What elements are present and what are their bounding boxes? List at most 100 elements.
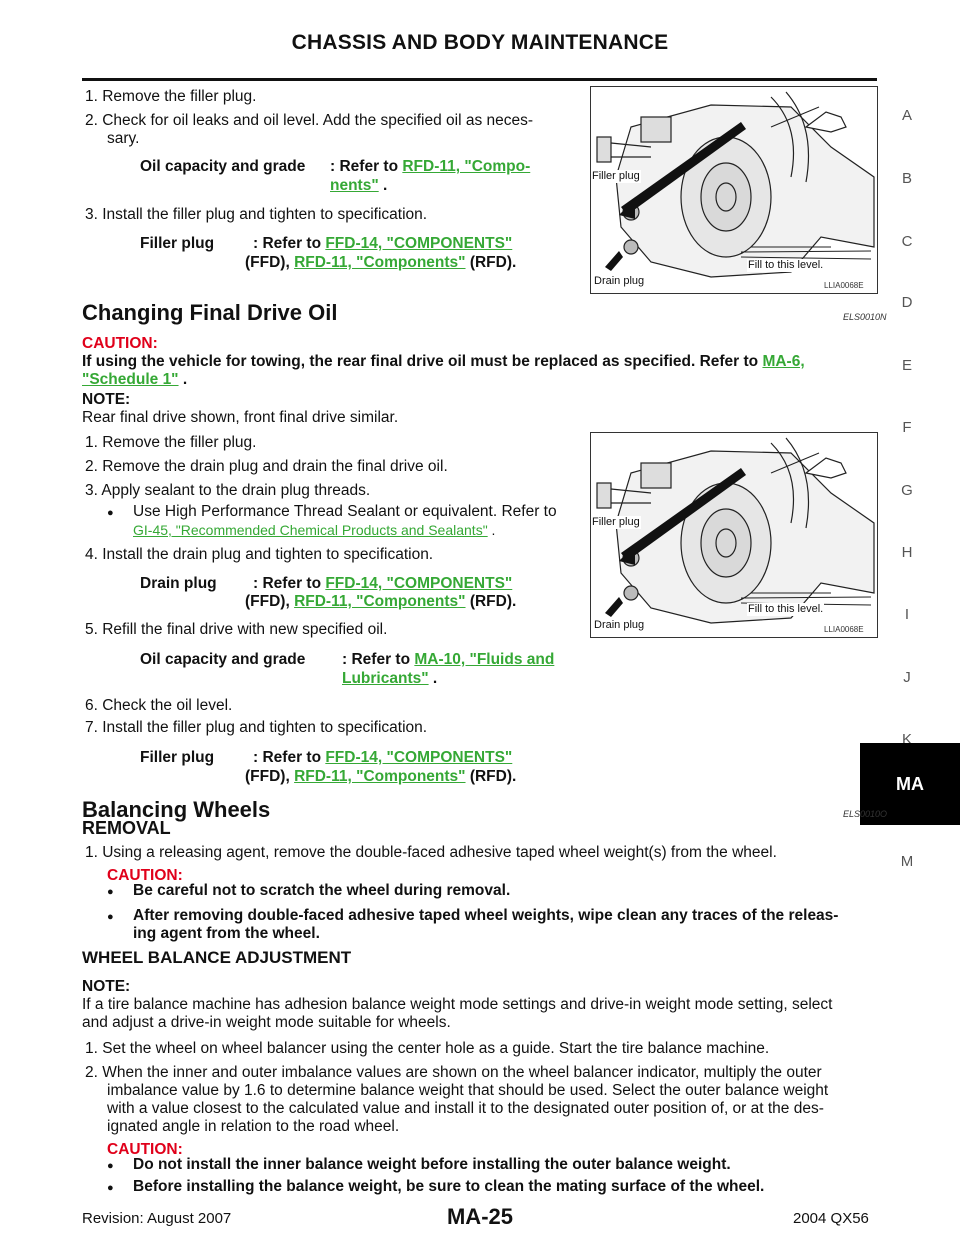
s3-caution2a: After removing double-faced adhesive tap… [133, 907, 839, 924]
s2-caution-text: If using the vehicle for towing, the rea… [82, 353, 805, 370]
s3-note-a: If a tire balance machine has adhesion b… [82, 996, 833, 1013]
s2-step2: 2. Remove the drain plug and drain the f… [85, 458, 448, 475]
s2-spec-filler-ref: : Refer to FFD-14, "COMPONENTS" [253, 749, 513, 766]
s2-step3: 3. Apply sealant to the drain plug threa… [85, 482, 371, 499]
s2-step6: 6. Check the oil level. [85, 697, 233, 714]
heading-balancing-wheels: Balancing Wheels [82, 797, 271, 822]
s3-caution3: Do not install the inner balance weight … [133, 1156, 731, 1173]
s2-spec-drain-ref-cont: (FFD), RFD-11, "Components" (RFD). [245, 593, 517, 610]
side-index-j[interactable]: J [903, 669, 911, 686]
s2-caution-text-cont: "Schedule 1" . [82, 371, 188, 388]
link-rfd-11-components[interactable]: RFD-11, "Compo- [402, 158, 531, 175]
side-index-e[interactable]: E [901, 357, 912, 374]
s1-step2a: 2. Check for oil leaks and oil level. Ad… [85, 112, 534, 129]
s3-caution2-label: CAUTION: [107, 1141, 183, 1158]
fig1-code: LLIA0068E [824, 281, 864, 290]
side-index-k[interactable]: K [901, 731, 912, 748]
fig2-label-drain-plug: Drain plug [593, 619, 646, 633]
fig2-label-filler-plug: Filler plug [591, 516, 641, 530]
link-lubricants[interactable]: Lubricants" [342, 670, 429, 687]
s3-adj2d: ignated angle in relation to the road wh… [107, 1118, 400, 1135]
bullet-dot: ● [107, 1182, 114, 1194]
heading-removal: REMOVAL [82, 818, 171, 838]
side-index-ma-active-tab[interactable]: MA [860, 743, 960, 825]
fig2-label-fill-level: Fill to this level. [747, 603, 825, 617]
side-index-f[interactable]: F [902, 419, 912, 436]
s1-step1: 1. Remove the filler plug. [85, 88, 257, 105]
s1-spec1-ref: : Refer to RFD-11, "Compo- [330, 158, 531, 175]
s2-step4: 4. Install the drain plug and tighten to… [85, 546, 434, 563]
s1-spec1-label: Oil capacity and grade [140, 158, 306, 175]
s2-bullet-text: Use High Performance Thread Sealant or e… [133, 503, 557, 520]
heading-changing-final-drive-oil: Changing Final Drive Oil [82, 300, 338, 325]
s2-step1: 1. Remove the filler plug. [85, 434, 257, 451]
s1-step2b: sary. [107, 130, 140, 147]
s2-spec-drain-label: Drain plug [140, 575, 217, 592]
s2-bullet-ref: GI-45, "Recommended Chemical Products an… [133, 522, 496, 538]
link-rfd-11-components-4[interactable]: RFD-11, "Components" [294, 768, 466, 785]
final-drive-illustration [596, 91, 875, 278]
fig2-code: LLIA0068E [824, 625, 864, 634]
s2-spec-drain-ref: : Refer to FFD-14, "COMPONENTS" [253, 575, 513, 592]
side-index-b[interactable]: B [901, 170, 912, 187]
side-index-c[interactable]: C [901, 233, 913, 250]
s2-caution-label: CAUTION: [82, 335, 158, 352]
side-index-h[interactable]: H [901, 544, 913, 561]
s1-spec1-ref-cont: nents" . [330, 177, 388, 194]
fig1-label-filler-plug: Filler plug [591, 170, 641, 184]
page-header-title: CHASSIS AND BODY MAINTENANCE [291, 31, 669, 54]
link-schedule-1[interactable]: "Schedule 1" [82, 371, 179, 388]
s3-caution1: Be careful not to scratch the wheel duri… [133, 882, 511, 899]
s3-note-b: and adjust a drive-in weight mode suitab… [82, 1014, 451, 1031]
s1-spec2-label: Filler plug [140, 235, 215, 252]
link-rfd-11-components-cont[interactable]: nents" [330, 177, 379, 194]
section3-ref-code: ELS0010O [843, 809, 888, 819]
s2-spec-oil-ref: : Refer to MA-10, "Fluids and [342, 651, 555, 668]
side-index-d[interactable]: D [901, 294, 913, 311]
s3-note-label: NOTE: [82, 978, 131, 995]
figure-final-drive-2: Filler plug Fill to this level. Drain pl… [590, 432, 878, 638]
link-ffd-14-components-2[interactable]: FFD-14, "COMPONENTS" [325, 575, 513, 592]
s2-step7: 7. Install the filler plug and tighten t… [85, 719, 428, 736]
bullet-dot: ● [107, 886, 114, 898]
s2-note-text: Rear final drive shown, front final driv… [82, 409, 399, 426]
link-ma-6-schedule-1[interactable]: MA-6, [762, 353, 805, 370]
s1-spec2-ref-cont: (FFD), RFD-11, "Components" (RFD). [245, 254, 517, 271]
s3-caution4: Before installing the balance weight, be… [133, 1178, 765, 1195]
bullet-dot: ● [107, 1160, 114, 1172]
s3-adj2b: imbalance value by 1.6 to determine bala… [107, 1082, 829, 1099]
link-rfd-11-components-3[interactable]: RFD-11, "Components" [294, 593, 466, 610]
s3-caution-label: CAUTION: [107, 867, 183, 884]
fig1-label-drain-plug: Drain plug [593, 275, 646, 289]
s1-step3: 3. Install the filler plug and tighten t… [85, 206, 428, 223]
s2-spec-oil-label: Oil capacity and grade [140, 651, 306, 668]
header-rule [82, 78, 877, 81]
link-gi-45-chemical-products[interactable]: GI-45, "Recommended Chemical Products an… [133, 522, 488, 538]
s3-step1: 1. Using a releasing agent, remove the d… [85, 844, 777, 861]
fig1-label-fill-level: Fill to this level. [747, 259, 825, 273]
s3-adj2c: with a value closest to the calculated v… [107, 1100, 824, 1117]
bullet-dot: ● [107, 911, 114, 923]
s2-note-label: NOTE: [82, 391, 131, 408]
side-index-i[interactable]: I [904, 606, 910, 623]
s3-caution2b: ing agent from the wheel. [133, 925, 320, 942]
link-ffd-14-components[interactable]: FFD-14, "COMPONENTS" [325, 235, 513, 252]
final-drive-illustration-2 [596, 437, 875, 624]
heading-wheel-balance-adjustment: WHEEL BALANCE ADJUSTMENT [82, 948, 352, 967]
section2-ref-code: ELS0010N [843, 312, 887, 322]
bullet-dot: ● [107, 507, 114, 519]
link-rfd-11-components-2[interactable]: RFD-11, "Components" [294, 254, 466, 271]
s2-spec-filler-label: Filler plug [140, 749, 215, 766]
side-index-a[interactable]: A [901, 107, 912, 124]
side-index-m[interactable]: M [900, 853, 914, 870]
s3-adj1: 1. Set the wheel on wheel balancer using… [85, 1040, 770, 1057]
link-ffd-14-components-3[interactable]: FFD-14, "COMPONENTS" [325, 749, 513, 766]
s3-adj2a: 2. When the inner and outer imbalance va… [85, 1064, 822, 1081]
footer-page-number: MA-25 [446, 1204, 513, 1229]
s2-spec-filler-ref-cont: (FFD), RFD-11, "Components" (RFD). [245, 768, 517, 785]
side-index-g[interactable]: G [901, 482, 913, 499]
footer-revision: Revision: August 2007 [82, 1210, 232, 1227]
footer-model: 2004 QX56 [793, 1210, 869, 1227]
link-ma-10-fluids-lubricants[interactable]: MA-10, "Fluids and [414, 651, 555, 668]
s2-spec-oil-ref-cont: Lubricants" . [342, 670, 438, 687]
